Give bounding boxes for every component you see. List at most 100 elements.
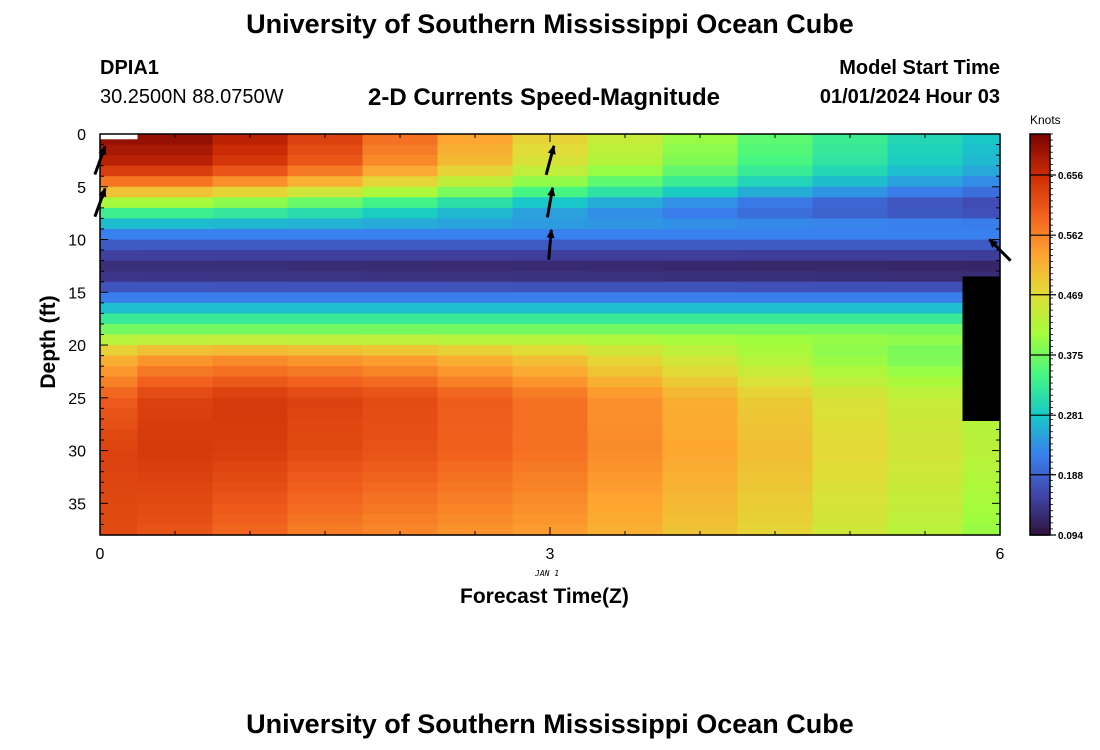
heatmap-cell <box>587 387 664 399</box>
heatmap-cell <box>737 524 814 536</box>
heatmap-cell <box>737 250 814 262</box>
model-start-value: 01/01/2024 Hour 03 <box>819 86 1000 108</box>
heatmap-cell <box>962 250 1001 262</box>
heatmap-cell <box>812 387 889 399</box>
heatmap-cell <box>662 503 739 515</box>
heatmap-cell <box>587 250 664 262</box>
heatmap-cell <box>437 228 514 241</box>
heatmap-cell <box>512 323 589 336</box>
heatmap-cell <box>362 397 439 409</box>
heatmap-cell <box>812 366 889 378</box>
heatmap-cell <box>662 155 739 167</box>
heatmap-cell <box>812 207 889 220</box>
colorbar-segment <box>1030 458 1050 463</box>
heatmap-cell <box>437 186 514 198</box>
heatmap-cell <box>812 271 889 283</box>
heatmap-cell <box>212 471 289 483</box>
heatmap-cell <box>887 524 964 536</box>
heatmap-cell <box>662 165 739 177</box>
heatmap-cell <box>662 345 739 357</box>
heatmap-cell <box>212 260 289 272</box>
x-tick-label: 0 <box>96 546 105 563</box>
current-arrow <box>93 145 107 175</box>
heatmap-cell <box>587 218 664 230</box>
heatmap-cell <box>587 440 664 452</box>
heatmap-cell <box>362 387 439 399</box>
heatmap-cell <box>362 218 439 230</box>
colorbar-segment <box>1030 468 1050 473</box>
heatmap-cell <box>662 250 739 262</box>
colorbar-segment <box>1030 297 1050 302</box>
heatmap-cell <box>212 323 289 336</box>
y-tick-label: 30 <box>68 444 86 461</box>
heatmap-cell <box>287 355 364 367</box>
heatmap-cell <box>137 281 214 293</box>
colorbar-segment <box>1030 434 1050 439</box>
heatmap-cell <box>887 429 964 441</box>
colorbar-segment <box>1030 194 1050 199</box>
heatmap-cell <box>137 155 214 167</box>
colorbar-segment <box>1030 344 1050 349</box>
colorbar-segment <box>1030 164 1050 169</box>
heatmap-cell <box>587 397 664 409</box>
colorbar-segment <box>1030 337 1050 342</box>
heatmap-cell <box>287 186 364 198</box>
heatmap-cell <box>737 471 814 483</box>
heatmap-cell <box>662 524 739 536</box>
chart-subtitle: 2-D Currents Speed-Magnitude <box>368 84 721 111</box>
colorbar-segment <box>1030 291 1050 295</box>
model-start-label: Model Start Time <box>839 57 1000 79</box>
heatmap-cell <box>812 144 889 156</box>
heatmap-cell <box>812 176 889 188</box>
heatmap-cell <box>212 313 289 325</box>
heatmap-cell <box>287 429 364 441</box>
y-tick-label: 35 <box>68 496 86 513</box>
heatmap-cell <box>512 387 589 399</box>
heatmap-cell <box>137 503 214 515</box>
current-arrow <box>93 187 107 218</box>
heatmap-cell <box>437 207 514 220</box>
heatmap-cell <box>512 376 589 388</box>
heatmap-cell <box>887 418 964 431</box>
heatmap-cell <box>212 355 289 367</box>
colorbar-segment <box>1030 267 1050 272</box>
colorbar-tick-label: 0.656 <box>1058 171 1083 182</box>
heatmap-cell <box>587 271 664 283</box>
heatmap-cell <box>212 207 289 220</box>
heatmap-cell <box>100 155 139 167</box>
heatmap-cell <box>887 408 964 420</box>
heatmap-cell <box>662 186 739 198</box>
colorbar-segment <box>1030 227 1050 232</box>
colorbar-tick-label: 0.281 <box>1058 411 1083 422</box>
y-axis-label: Depth (ft) <box>37 295 60 389</box>
colorbar-segment <box>1030 234 1050 239</box>
heatmap-cell <box>100 281 139 293</box>
heatmap-cell <box>662 144 739 156</box>
heatmap-cell <box>287 292 364 304</box>
heatmap-cell <box>662 461 739 473</box>
current-arrow <box>988 238 1012 262</box>
heatmap-cell <box>212 366 289 378</box>
heatmap-cell <box>437 355 514 367</box>
heatmap-cell <box>887 228 964 241</box>
heatmap-cell <box>437 165 514 177</box>
heatmap-cell <box>512 503 589 515</box>
heatmap-cell <box>287 471 364 483</box>
heatmap-cell <box>212 218 289 230</box>
heatmap-cell <box>287 228 364 241</box>
heatmap-cell <box>887 313 964 325</box>
heatmap-cell <box>887 186 964 198</box>
heatmap-cell <box>137 313 214 325</box>
colorbar-segment <box>1030 531 1050 536</box>
heatmap-cell <box>812 302 889 314</box>
heatmap-cell <box>212 482 289 494</box>
heatmap-cell <box>137 292 214 304</box>
heatmap-cell <box>512 355 589 367</box>
heatmap-cell <box>100 366 139 378</box>
heatmap-cell <box>437 271 514 283</box>
heatmap-cell <box>512 281 589 293</box>
heatmap-cell <box>587 176 664 188</box>
heatmap-cell <box>587 418 664 431</box>
heatmap-cell <box>662 292 739 304</box>
heatmap-cell <box>137 471 214 483</box>
